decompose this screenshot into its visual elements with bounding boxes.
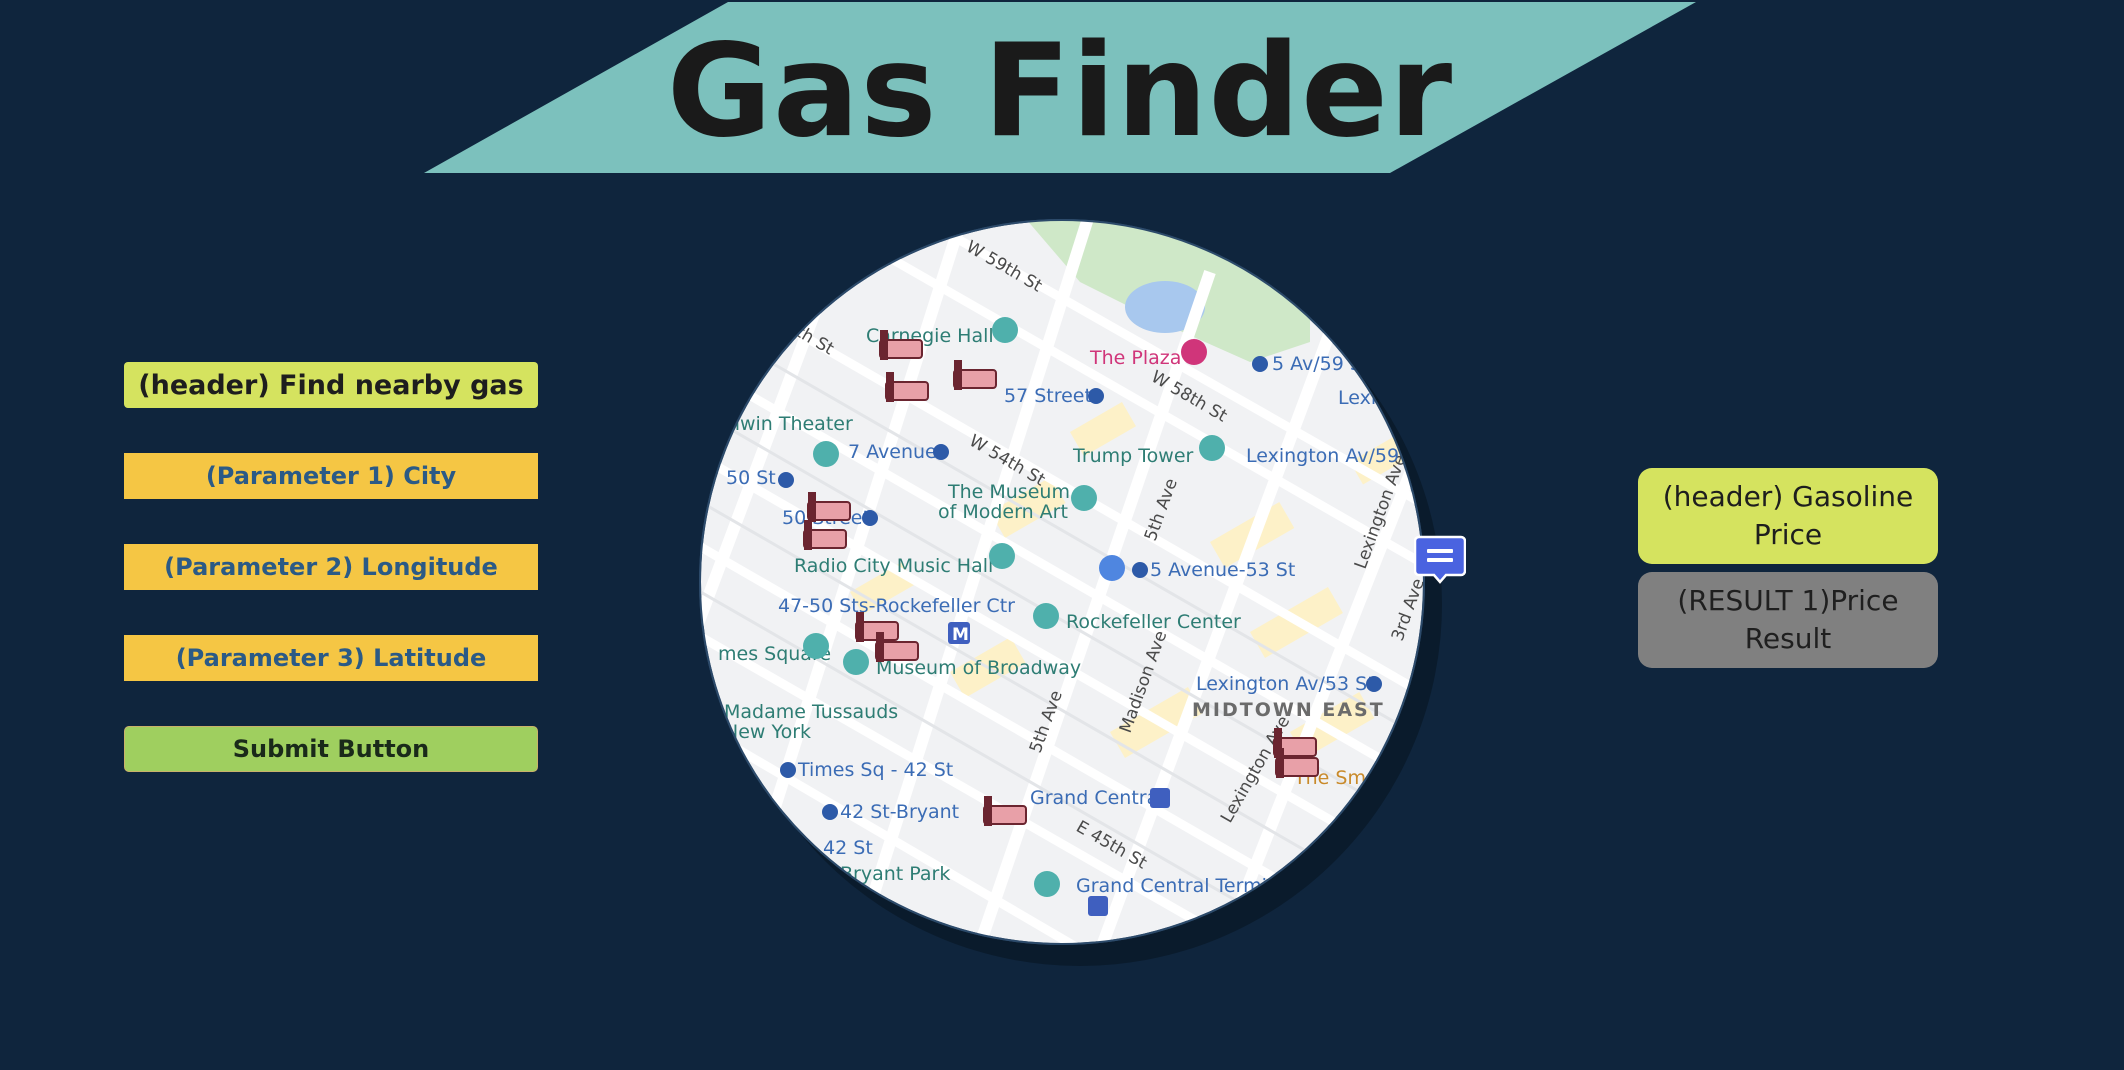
music-poi-icon <box>992 317 1018 343</box>
metro-label: 7 Avenue <box>848 441 937 463</box>
place-label: Madame Tussauds <box>724 701 898 723</box>
latitude-parameter-input[interactable]: (Parameter 3) Latitude <box>124 635 538 681</box>
transit-icon <box>1088 896 1108 916</box>
metro-label: Lexi <box>1338 387 1376 409</box>
place-label: mes Square <box>718 643 831 665</box>
city-parameter-input[interactable]: (Parameter 1) City <box>124 453 538 499</box>
metro-label: 47-50 Sts-Rockefeller Ctr <box>778 595 1015 617</box>
metro-label: Grand Central <box>1030 787 1164 809</box>
shopping-poi-icon <box>1099 555 1125 581</box>
longitude-parameter-input[interactable]: (Parameter 2) Longitude <box>124 544 538 590</box>
museum-poi-icon <box>843 649 869 675</box>
camera-poi-icon <box>1034 871 1060 897</box>
title-banner <box>424 2 1696 173</box>
chat-icon[interactable] <box>1414 534 1466 586</box>
hotel-poi-icon <box>1181 339 1207 365</box>
camera-poi-icon <box>803 633 829 659</box>
transit-icon <box>1150 788 1170 808</box>
page-title: Gas Finder <box>666 17 1454 166</box>
metro-label: 5 Av/59 S <box>1272 353 1362 375</box>
area-label: MIDTOWN EAST <box>1192 699 1385 721</box>
place-poi-icon <box>1033 603 1059 629</box>
metro-label: Lexington Av/53 St <box>1196 673 1375 695</box>
music-poi-icon <box>989 543 1015 569</box>
metro-icon-letter: M <box>952 625 969 645</box>
price-result-output: (RESULT 1)Price Result <box>1638 572 1938 668</box>
metro-label: Grand Central Termina <box>1076 875 1291 897</box>
place-label: New York <box>724 721 811 743</box>
metro-label: 50 St <box>726 467 776 489</box>
place-label: Bryant Park <box>840 863 950 885</box>
place-label: of Modern Art <box>938 501 1068 523</box>
gas-station-markers <box>803 330 1319 826</box>
camera-poi-icon <box>813 441 839 467</box>
metro-label: 57 Street <box>1004 385 1092 407</box>
gasoline-price-header: (header) Gasoline Price <box>1638 468 1938 564</box>
metro-label: Lexington Av/59 St <box>1246 445 1425 467</box>
place-label: Trump Tower <box>1072 445 1194 467</box>
place-label: The Plaza <box>1089 347 1181 369</box>
metro-label: 5 Avenue-53 St <box>1150 559 1295 581</box>
find-nearby-gas-header: (header) Find nearby gas <box>124 362 538 408</box>
submit-button[interactable]: Submit Button <box>124 726 538 772</box>
museum-poi-icon <box>1071 485 1097 511</box>
place-label: The Museum <box>947 481 1070 503</box>
place-label: shwin Theater <box>718 413 853 435</box>
place-label: Museum of Broadway <box>876 657 1081 679</box>
place-label: Radio City Music Hall <box>794 555 993 577</box>
map-widget[interactable]: W 59th St W 58th St W 54th St E 45th St … <box>690 212 1450 1006</box>
metro-icon <box>948 622 970 644</box>
metro-label: 42 St-Bryant <box>840 801 959 823</box>
camera-poi-icon <box>1199 435 1225 461</box>
place-label: Rockefeller Center <box>1066 611 1241 633</box>
metro-label: Times Sq - 42 St <box>797 759 953 781</box>
